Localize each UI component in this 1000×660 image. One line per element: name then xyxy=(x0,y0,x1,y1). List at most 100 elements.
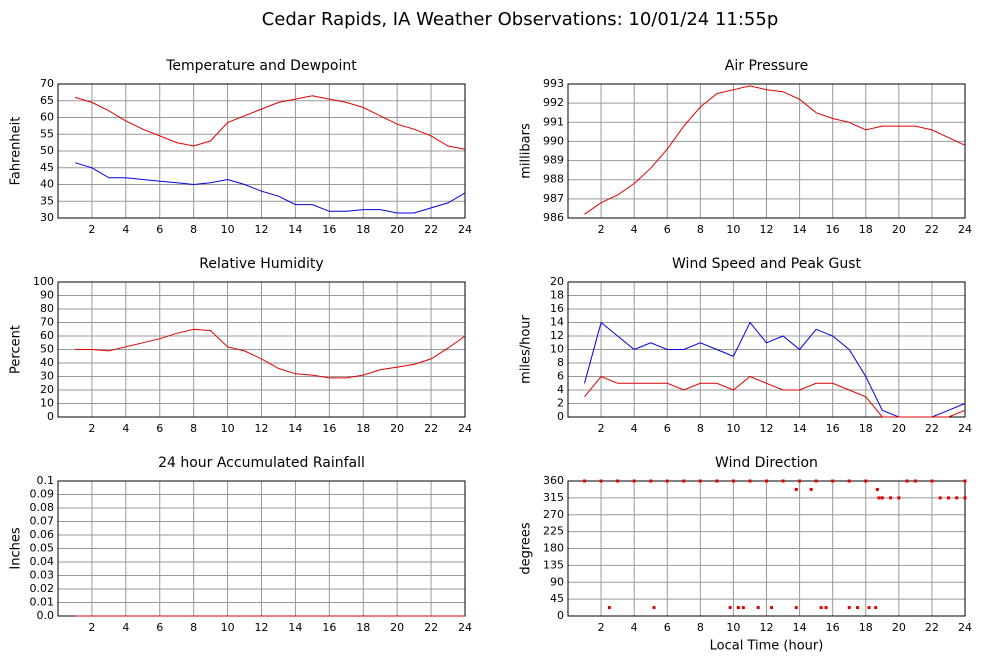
chart-title: 24 hour Accumulated Rainfall xyxy=(158,455,365,471)
scatter-point xyxy=(756,606,760,610)
scatter-point xyxy=(880,496,884,500)
x-tick-label: 22 xyxy=(925,223,939,236)
data-line xyxy=(75,328,466,379)
scatter-point xyxy=(652,606,656,610)
x-tick-label: 16 xyxy=(322,422,336,435)
y-tick-label: 65 xyxy=(40,94,54,107)
y-tick-label: 0.04 xyxy=(30,555,55,568)
x-tick-label: 16 xyxy=(826,223,840,236)
y-tick-label: 60 xyxy=(40,329,54,342)
x-tick-label: 18 xyxy=(356,422,370,435)
scatter-point xyxy=(847,479,851,483)
scatter-point xyxy=(930,479,934,483)
plot-frame xyxy=(567,83,966,219)
y-tick-label: 40 xyxy=(40,356,54,369)
x-tick-label: 18 xyxy=(356,621,370,634)
y-tick-label: 360 xyxy=(543,474,564,487)
y-tick-label: 100 xyxy=(33,275,54,288)
x-tick-label: 22 xyxy=(925,621,939,634)
y-tick-label: 30 xyxy=(40,370,54,383)
x-tick-label: 4 xyxy=(631,223,638,236)
y-axis-label: Percent xyxy=(9,325,24,374)
y-tick-label: 20 xyxy=(40,383,54,396)
scatter-point xyxy=(938,496,942,500)
scatter-point xyxy=(889,496,893,500)
y-tick-label: 50 xyxy=(40,343,54,356)
y-tick-label: 270 xyxy=(543,508,564,521)
y-tick-label: 989 xyxy=(543,154,564,167)
x-axis-label: Local Time (hour) xyxy=(710,639,824,654)
y-tick-label: 0.03 xyxy=(30,569,55,582)
y-axis-label: degrees xyxy=(519,522,534,575)
x-tick-label: 2 xyxy=(598,223,605,236)
x-tick-label: 22 xyxy=(424,621,438,634)
y-tick-label: 8 xyxy=(557,356,564,369)
y-tick-label: 60 xyxy=(40,111,54,124)
x-tick-label: 24 xyxy=(958,422,972,435)
x-tick-label: 10 xyxy=(726,223,740,236)
y-tick-label: 6 xyxy=(557,370,564,383)
y-tick-label: 180 xyxy=(543,542,564,555)
x-tick-label: 2 xyxy=(88,621,95,634)
x-tick-label: 14 xyxy=(288,422,302,435)
x-tick-label: 12 xyxy=(760,223,774,236)
x-tick-label: 6 xyxy=(156,621,163,634)
y-tick-label: 70 xyxy=(40,316,54,329)
scatter-point xyxy=(765,479,768,483)
chart-title: Air Pressure xyxy=(725,58,808,74)
chart-title: Wind Direction xyxy=(715,455,818,471)
data-line xyxy=(584,375,966,418)
y-tick-label: 0.01 xyxy=(30,596,55,609)
x-tick-label: 4 xyxy=(122,223,129,236)
x-tick-label: 10 xyxy=(221,621,235,634)
scatter-point xyxy=(583,479,587,483)
scatter-point xyxy=(682,479,686,483)
y-tick-label: 0 xyxy=(557,410,564,423)
y-tick-label: 0.08 xyxy=(30,501,55,514)
x-tick-label: 24 xyxy=(958,223,972,236)
y-axis-label: Inches xyxy=(9,527,24,569)
x-tick-label: 6 xyxy=(156,422,163,435)
scatter-point xyxy=(855,606,859,610)
x-tick-label: 14 xyxy=(288,621,302,634)
scatter-point xyxy=(913,479,917,483)
y-tick-label: 991 xyxy=(543,115,564,128)
scatter-point xyxy=(963,496,967,500)
x-tick-label: 8 xyxy=(190,621,197,634)
scatter-point xyxy=(831,479,835,483)
scatter-point xyxy=(769,606,773,610)
x-tick-label: 14 xyxy=(793,223,807,236)
y-tick-label: 992 xyxy=(543,96,564,109)
y-tick-label: 0.09 xyxy=(30,488,55,501)
x-tick-label: 6 xyxy=(156,223,163,236)
x-tick-label: 24 xyxy=(458,621,472,634)
x-tick-label: 16 xyxy=(826,621,840,634)
scatter-point xyxy=(877,496,881,500)
x-tick-label: 20 xyxy=(892,621,906,634)
scatter-point xyxy=(736,606,740,610)
scatter-point xyxy=(847,606,851,610)
scatter-point xyxy=(715,479,719,483)
x-tick-label: 18 xyxy=(859,621,873,634)
y-tick-label: 990 xyxy=(543,134,564,147)
scatter-point xyxy=(741,606,745,610)
y-tick-label: 10 xyxy=(40,397,54,410)
y-tick-label: 315 xyxy=(543,491,564,504)
y-tick-label: 90 xyxy=(550,575,564,588)
x-tick-label: 8 xyxy=(190,422,197,435)
plot-frame xyxy=(57,281,466,418)
y-tick-label: 80 xyxy=(40,302,54,315)
x-tick-label: 6 xyxy=(664,223,671,236)
x-tick-label: 2 xyxy=(88,223,95,236)
x-tick-label: 16 xyxy=(322,621,336,634)
y-tick-label: 35 xyxy=(40,194,54,207)
x-tick-label: 2 xyxy=(598,621,605,634)
chart-title: Wind Speed and Peak Gust xyxy=(672,256,861,272)
scatter-point xyxy=(698,479,702,483)
scatter-point xyxy=(798,479,802,483)
scatter-point xyxy=(905,479,909,483)
scatter-point xyxy=(874,606,878,610)
y-tick-label: 20 xyxy=(550,275,564,288)
scatter-point xyxy=(875,487,879,491)
y-axis-label: millibars xyxy=(519,123,534,179)
